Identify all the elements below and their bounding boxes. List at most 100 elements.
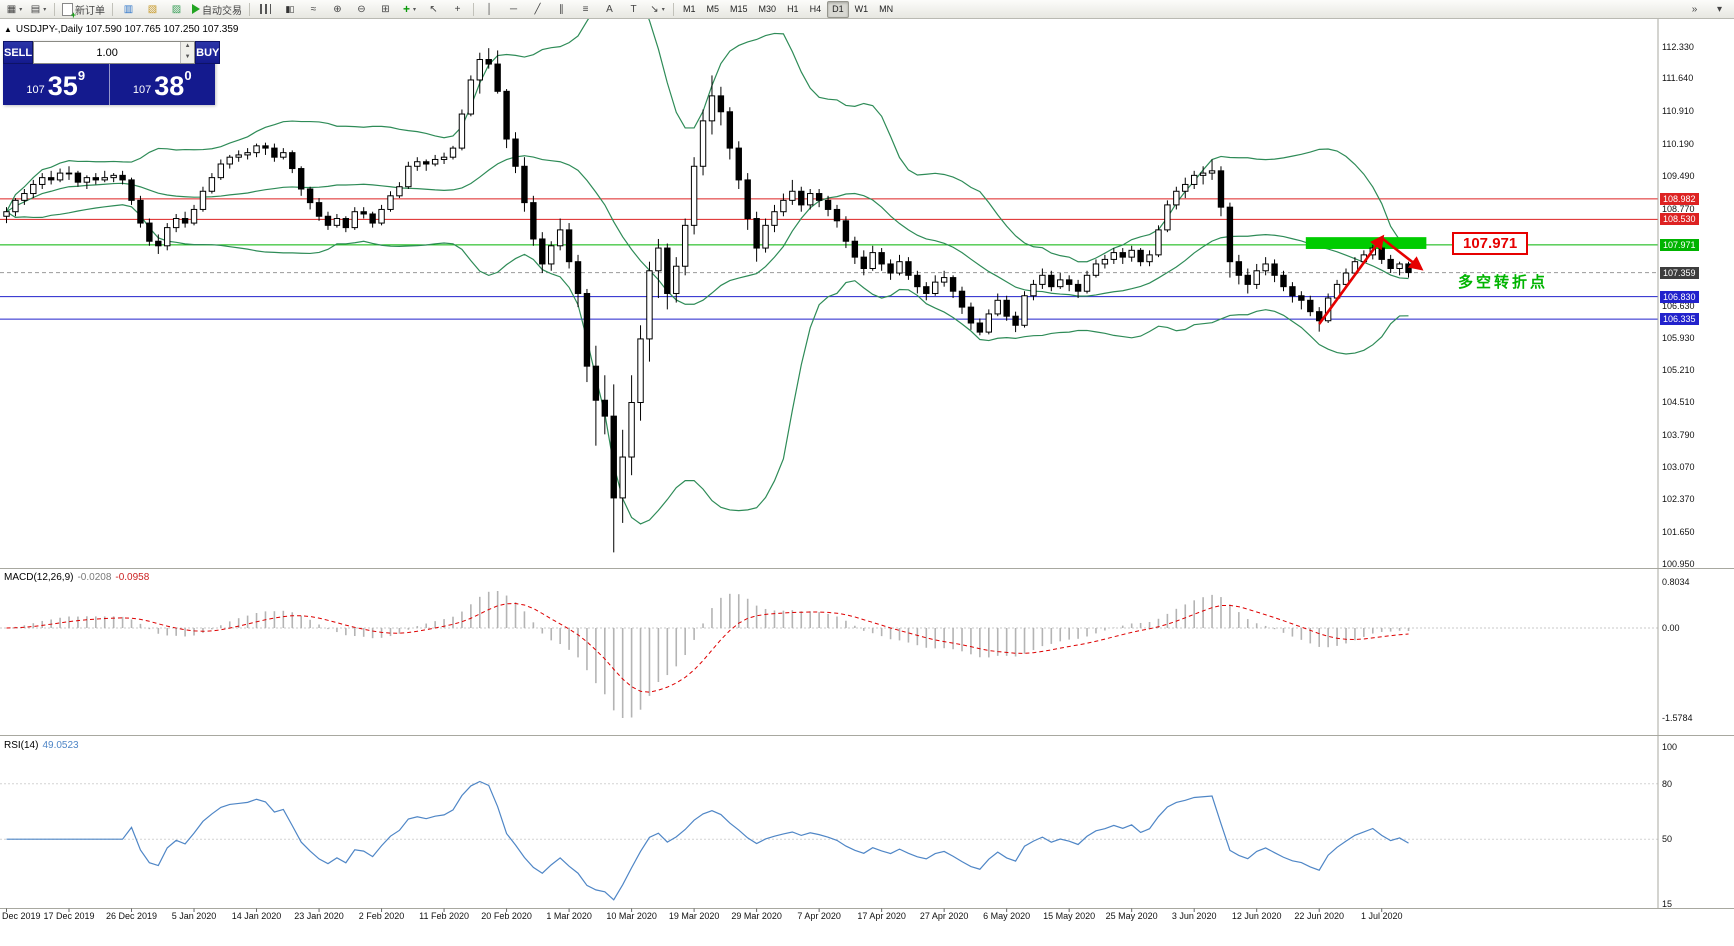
timeframe-m5[interactable]: M5 — [706, 4, 720, 14]
macd-layer[interactable] — [0, 590, 1658, 718]
rsi-axis-label: 80 — [1662, 778, 1673, 789]
candle — [1173, 190, 1180, 206]
buy-button[interactable]: BUY — [195, 41, 221, 64]
zoom-in-icon[interactable]: ⊕ — [333, 3, 342, 15]
crosshair-icon[interactable]: + — [454, 3, 461, 15]
timeframe-m1[interactable]: M1 — [683, 4, 696, 14]
chart-profiles-icon[interactable]: ▤ ▾ — [30, 3, 47, 15]
candle — [664, 247, 671, 294]
zoom-out-icon[interactable]: ⊖ — [357, 3, 366, 15]
toolbar-separator — [112, 2, 113, 16]
candle — [1244, 274, 1251, 285]
candle — [1074, 283, 1082, 292]
candle — [1307, 299, 1314, 313]
price-direction-icon: ▲ — [4, 25, 12, 34]
navigator-icon[interactable]: ▧ — [147, 3, 158, 15]
resistance-zone[interactable] — [1305, 237, 1427, 249]
candle — [690, 165, 698, 226]
terminal-icon[interactable]: ▨ — [171, 3, 182, 15]
candle — [681, 224, 689, 267]
candle — [753, 218, 760, 249]
toolbar-separator — [249, 2, 250, 16]
timeframe-w1[interactable]: W1 — [854, 4, 869, 14]
candle — [39, 177, 46, 185]
time-axis-label: 25 May 2020 — [1105, 911, 1158, 921]
text-icon[interactable]: A — [606, 3, 613, 15]
toolbar-separator — [473, 2, 474, 16]
candle — [235, 154, 242, 158]
timeframe-h4[interactable]: H4 — [809, 4, 822, 14]
candle — [262, 145, 269, 149]
candlestick-chart-icon[interactable]: ▮▯ — [285, 3, 295, 14]
main-chart-layer[interactable] — [0, 0, 1658, 553]
candle — [101, 177, 108, 181]
sell-price[interactable]: 107 35 9 — [26, 68, 86, 102]
trend-arrow[interactable] — [1380, 237, 1424, 271]
line-chart-icon[interactable]: ≈ — [310, 3, 317, 15]
time-axis-label: 17 Apr 2020 — [857, 911, 906, 921]
price-axis-label: 105.210 — [1662, 365, 1695, 376]
indicators-icon[interactable]: + ▾ — [402, 2, 417, 16]
autotrading-button[interactable]: 自动交易 — [189, 1, 245, 17]
trend-arrow[interactable] — [1318, 234, 1385, 325]
resistance-price-label[interactable]: 107.971 — [1452, 232, 1529, 255]
volume-box: ▲ ▼ — [33, 41, 196, 64]
candle — [833, 208, 841, 222]
price-axis-label: 106.630 — [1662, 300, 1695, 311]
timeframe-m15[interactable]: M15 — [730, 4, 748, 14]
candle — [476, 59, 483, 81]
toolbar-separator — [673, 2, 674, 16]
candle — [574, 261, 582, 294]
macd-axis-label: 0.00 — [1662, 623, 1680, 633]
arrow-tool-icon[interactable]: ↘ ▾ — [650, 3, 665, 15]
candle — [137, 199, 144, 224]
candle — [1182, 183, 1189, 192]
candle — [1164, 204, 1171, 231]
vertical-line-icon[interactable]: │ — [486, 3, 493, 15]
new-order-button[interactable]: 新订单 — [59, 1, 108, 20]
price-axis-label: 104.510 — [1662, 397, 1695, 408]
trendline-icon[interactable]: ╱ — [534, 3, 541, 15]
timeframe-mn[interactable]: MN — [879, 4, 894, 14]
volume-increase-button[interactable]: ▲ — [181, 42, 195, 53]
toolbar-overflow-icon[interactable]: » — [1691, 3, 1698, 15]
channel-icon[interactable]: ∥ — [559, 3, 564, 15]
volume-input[interactable] — [34, 42, 181, 63]
text-label-icon[interactable]: T — [630, 3, 637, 15]
time-axis-label: 2 Feb 2020 — [358, 911, 405, 921]
horizontal-line-icon[interactable]: ─ — [509, 3, 518, 15]
candle — [369, 213, 376, 224]
fibonacci-icon[interactable]: ≡ — [582, 3, 589, 15]
candle — [92, 177, 99, 181]
candle — [1387, 258, 1394, 269]
price-axis-label: 105.930 — [1662, 332, 1695, 343]
timeframe-d1[interactable]: D1 — [827, 0, 849, 18]
candle — [896, 261, 903, 274]
cursor-icon[interactable]: ↖ — [429, 3, 438, 15]
timeframe-m30[interactable]: M30 — [758, 4, 777, 14]
buy-price[interactable]: 107 38 0 — [108, 64, 216, 105]
volume-decrease-button[interactable]: ▼ — [181, 52, 195, 63]
tile-windows-icon[interactable]: ⊞ — [381, 3, 390, 15]
price-axis-label: 109.490 — [1662, 170, 1695, 181]
time-axis-label: 20 Feb 2020 — [481, 911, 532, 921]
candle — [405, 165, 412, 188]
candle — [360, 211, 367, 215]
candle — [530, 202, 537, 240]
toolbar: ▦▾ ▤▾ 新订单 ▥ ▧ ▨ 自动交易 ▮▯ ≈ ⊕ ⊖ ⊞ +▾ ↖ + │… — [0, 0, 1734, 20]
sell-button[interactable]: SELL — [3, 41, 34, 64]
candle — [744, 179, 751, 220]
price-axis-label: 102.370 — [1662, 494, 1695, 505]
candle — [699, 120, 707, 167]
candle — [887, 263, 894, 274]
candle — [673, 265, 680, 294]
new-chart-icon[interactable]: ▦ ▾ — [6, 3, 23, 15]
market-watch-icon[interactable]: ▥ — [123, 3, 134, 15]
candle — [1342, 272, 1350, 285]
candle — [208, 177, 216, 192]
rsi-layer[interactable] — [0, 780, 1658, 901]
timeframe-h1[interactable]: H1 — [787, 4, 799, 14]
bar-chart-icon[interactable] — [254, 1, 277, 17]
panel-toggle-icon[interactable]: ▾ — [1716, 3, 1723, 15]
